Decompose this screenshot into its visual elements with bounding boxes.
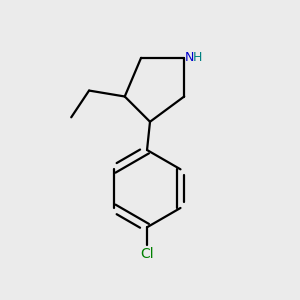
Text: N: N: [185, 51, 194, 64]
Text: H: H: [193, 51, 202, 64]
Text: Cl: Cl: [140, 248, 154, 262]
